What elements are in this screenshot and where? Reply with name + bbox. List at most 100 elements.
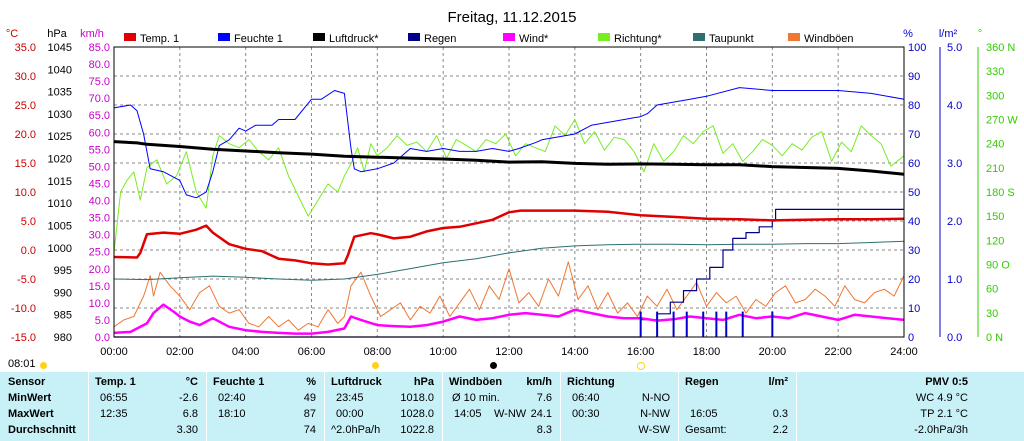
temp-min-value: -2.6 [179, 392, 198, 404]
legend-swatch [788, 33, 800, 41]
temp-axis-unit: °C [6, 28, 18, 40]
temp-tick-label: -10.0 [11, 303, 36, 315]
wind-tick-label: 5.0 [95, 315, 110, 327]
plot-series [113, 87, 905, 338]
x-tick-label: 14:00 [561, 346, 589, 358]
pressure-tick-label: 980 [54, 332, 72, 344]
direction-tick-label: 360 N [986, 42, 1015, 54]
pmv-header: PMV 0:5 [925, 376, 968, 388]
axis-tick-labels: 35.0 30.0 25.0 20.0 15.0 10.0 5.0 0.0 -5.0 -10.0 -… [11, 42, 1018, 358]
direction-tick-label: 330 [986, 66, 1004, 78]
rain-max-value: 0.3 [772, 408, 788, 420]
wind-tick-label: 15.0 [89, 281, 110, 293]
pressure-tick-label: 1030 [48, 109, 72, 121]
pressure-tick-label: 995 [54, 265, 72, 277]
gust-avg-value: 8.3 [536, 424, 552, 436]
wind-tick-label: 45.0 [89, 178, 110, 190]
direction-tick-label: 0 N [986, 332, 1003, 344]
temp-tick-label: 15.0 [15, 158, 36, 170]
legend-swatch [124, 33, 136, 41]
temp-max-time: 12:35 [100, 408, 128, 420]
max-row-label: MaxWert [8, 408, 54, 420]
legend-swatch [313, 33, 325, 41]
direction-header: Richtung [567, 376, 615, 388]
humidity-max-time: 18:10 [218, 408, 246, 420]
x-tick-label: 06:00 [298, 346, 326, 358]
chart-title: Freitag, 11.12.2015 [448, 9, 577, 26]
pressure-tick-label: 985 [54, 310, 72, 322]
wind-tick-label: 55.0 [89, 144, 110, 156]
series-line-taupunkt [113, 240, 905, 281]
wind-axis-unit: km/h [80, 28, 104, 40]
pressure-tick-label: 1020 [48, 154, 72, 166]
direction-min-value: N-NO [641, 392, 670, 404]
series-line-richtung [113, 119, 905, 253]
temp-tick-label: -15.0 [11, 332, 36, 344]
pressure-tick-label: 1000 [48, 243, 72, 255]
humidity-tick-label: 100 [908, 42, 926, 54]
rain-unit: l/m² [768, 376, 788, 388]
temp-tick-label: 25.0 [15, 100, 36, 112]
rain-tick-label: 5.0 [947, 42, 962, 54]
wind-tick-label: 75.0 [89, 76, 110, 88]
gust-max-direction: W-NW [494, 408, 527, 420]
direction-tick-label: 90 O [986, 260, 1010, 272]
avg-row-label: Durchschnitt [8, 424, 76, 436]
legend-label: Wind* [519, 33, 549, 45]
direction-tick-label: 300 [986, 90, 1004, 102]
wind-tick-label: 30.0 [89, 230, 110, 242]
direction-axis-unit: ° [978, 28, 982, 40]
humidity-axis-unit: % [903, 28, 913, 40]
temp-tick-label: 5.0 [21, 216, 36, 228]
legend-swatch [598, 33, 610, 41]
sensor-header: Sensor [8, 376, 46, 388]
rain-axis-unit: l/m² [939, 28, 958, 40]
humidity-max-value: 87 [303, 408, 316, 420]
temp-unit: °C [185, 376, 198, 388]
panel-divider [88, 372, 89, 441]
sunset-icon [637, 362, 645, 370]
pressure-avg-value: 1022.8 [400, 424, 434, 436]
legend-label: Feuchte 1 [234, 33, 283, 45]
wind-tick-label: 35.0 [89, 213, 110, 225]
humidity-tick-label: 30 [908, 245, 920, 257]
humidity-header: Feuchte 1 [213, 376, 265, 388]
pressure-header: Luftdruck [331, 376, 382, 388]
pressure-unit: hPa [413, 376, 434, 388]
legend-swatch [218, 33, 230, 41]
rain-tick-label: 2.0 [947, 216, 962, 228]
humidity-tick-label: 50 [908, 187, 920, 199]
pressure-min-value: 1018.0 [400, 392, 434, 404]
temp-tick-label: 30.0 [15, 71, 36, 83]
pressure-trend: ^2.0hPa/h [331, 424, 381, 436]
direction-min-time: 06:40 [572, 392, 600, 404]
humidity-min-value: 49 [303, 392, 316, 404]
dewpoint-value: TP 2.1 °C [920, 408, 968, 420]
legend-label: Regen [424, 33, 456, 45]
x-tick-label: 00:00 [100, 346, 128, 358]
temp-tick-label: 35.0 [15, 42, 36, 54]
series-line-wind [113, 303, 905, 335]
temp-avg-value: 3.30 [176, 424, 198, 436]
temp-tick-label: 10.0 [15, 187, 36, 199]
x-tick-label: 08:00 [364, 346, 392, 358]
humidity-tick-label: 0 [908, 332, 914, 344]
plot-frame [113, 46, 905, 338]
min-row-label: MinWert [8, 392, 52, 404]
wind-tick-label: 70.0 [89, 93, 110, 105]
panel-divider [678, 372, 679, 441]
series-line-temp-1 [113, 209, 905, 266]
grid-lines [114, 47, 904, 337]
direction-max-value: N-NW [640, 408, 670, 420]
direction-tick-label: 270 W [986, 115, 1018, 127]
pressure-tick-label: 1035 [48, 87, 72, 99]
x-tick-label: 22:00 [824, 346, 852, 358]
gust-header: Windböen [449, 376, 503, 388]
wind-tick-label: 80.0 [89, 59, 110, 71]
series-line-luftdruck [113, 140, 905, 176]
weather-chart: Freitag, 11.12.2015 Temp. 1 Feuchte 1 Luft… [6, 9, 1019, 358]
pressure-3h-trend: -2.0hPa/3h [914, 424, 968, 436]
pressure-tick-label: 1015 [48, 176, 72, 188]
wind-tick-label: 60.0 [89, 127, 110, 139]
temp-tick-label: -5.0 [17, 274, 36, 286]
